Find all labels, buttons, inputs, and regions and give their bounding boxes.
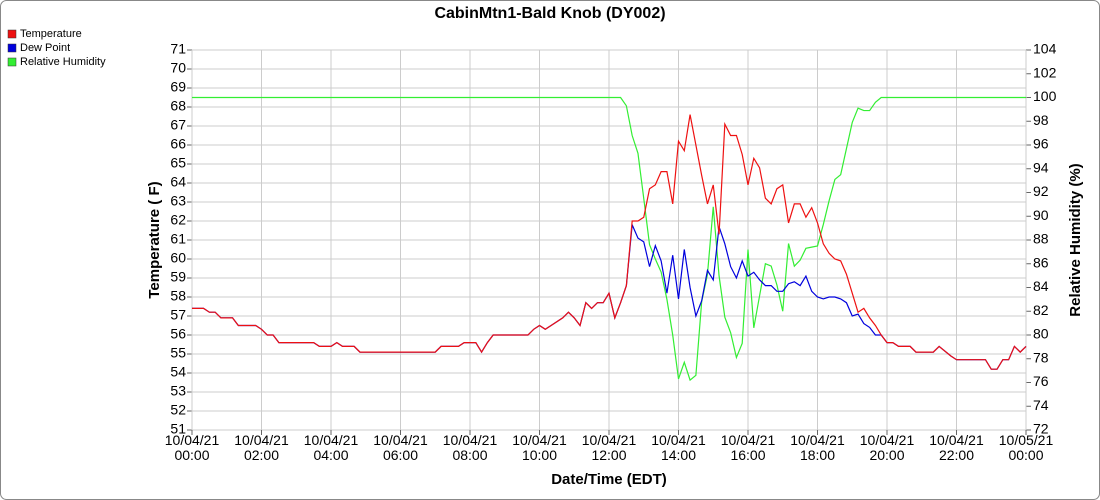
x-tick-label: 10/04/21 16:00: [720, 432, 776, 463]
x-tick-label: 10/04/21 18:00: [790, 432, 845, 463]
x-tick-label: 10/04/21 14:00: [651, 432, 706, 463]
y-tick-label: 57: [170, 307, 186, 323]
legend-label: Dew Point: [20, 42, 70, 54]
y2-tick-label: 80: [1033, 326, 1049, 342]
y2-tick-label: 88: [1033, 231, 1049, 247]
x-tick-label: 10/04/21 22:00: [929, 432, 984, 463]
y-tick-label: 63: [170, 193, 186, 209]
legend-swatch: [7, 43, 17, 53]
y2-tick-label: 98: [1033, 112, 1049, 128]
y2-tick-label: 72: [1033, 421, 1049, 437]
y2-tick-label: 96: [1033, 136, 1049, 152]
y-tick-label: 58: [170, 288, 186, 304]
y-tick-label: 70: [170, 60, 186, 76]
legend-label: Temperature: [20, 28, 82, 40]
legend-swatch: [7, 57, 17, 67]
y2-tick-label: 90: [1033, 207, 1049, 223]
x-tick-label: 10/04/21 08:00: [442, 432, 498, 463]
y2-tick-label: 74: [1033, 397, 1049, 413]
x-tick-label: 10/04/21 00:00: [164, 432, 220, 463]
y2-tick-label: 86: [1033, 254, 1049, 270]
y2-tick-label: 94: [1033, 159, 1049, 175]
series-line: [192, 96, 1026, 382]
y-tick-label: 67: [170, 117, 186, 133]
y-tick-label: 69: [170, 79, 186, 95]
y-tick-label: 54: [170, 364, 186, 380]
x-tick-label: 10/04/21 20:00: [859, 432, 915, 463]
y2-tick-label: 102: [1033, 64, 1057, 80]
x-tick-label: 10/04/21 06:00: [373, 432, 428, 463]
chart-title: CabinMtn1-Bald Knob (DY002): [434, 5, 665, 22]
y-tick-label: 64: [170, 174, 186, 190]
y-axis-label: Temperature ( F): [146, 181, 163, 298]
x-tick-label: 10/05/21 00:00: [998, 432, 1054, 463]
y-tick-label: 51: [170, 421, 186, 437]
y2-tick-label: 100: [1033, 88, 1057, 104]
y2-axis-label: Relative Humidity (%): [1067, 163, 1084, 316]
y-tick-label: 53: [170, 383, 186, 399]
x-tick-label: 10/04/21 12:00: [581, 432, 637, 463]
y-tick-label: 59: [170, 269, 186, 285]
y-tick-label: 65: [170, 155, 186, 171]
y-tick-label: 60: [170, 250, 186, 266]
y-tick-label: 55: [170, 345, 186, 361]
y-tick-label: 52: [170, 402, 186, 418]
x-axis-label: Date/Time (EDT): [551, 471, 667, 488]
y2-tick-label: 104: [1033, 41, 1057, 57]
series-line: [192, 114, 1027, 370]
y2-tick-label: 82: [1033, 302, 1049, 318]
x-tick-label: 10/04/21 02:00: [234, 432, 289, 463]
legend-label: Relative Humidity: [20, 56, 106, 68]
y-tick-label: 68: [170, 98, 186, 114]
y-tick-label: 71: [170, 41, 186, 57]
y2-tick-label: 78: [1033, 349, 1049, 365]
x-tick-label: 10/04/21 10:00: [512, 432, 567, 463]
y2-tick-label: 92: [1033, 183, 1049, 199]
y2-tick-label: 84: [1033, 278, 1049, 294]
legend-swatch: [7, 29, 17, 39]
y-tick-label: 56: [170, 326, 186, 342]
y-tick-label: 61: [170, 231, 186, 247]
y2-tick-label: 76: [1033, 373, 1049, 389]
x-tick-label: 10/04/21 04:00: [303, 432, 359, 463]
y-tick-label: 62: [170, 212, 186, 228]
y-tick-label: 66: [170, 136, 186, 152]
